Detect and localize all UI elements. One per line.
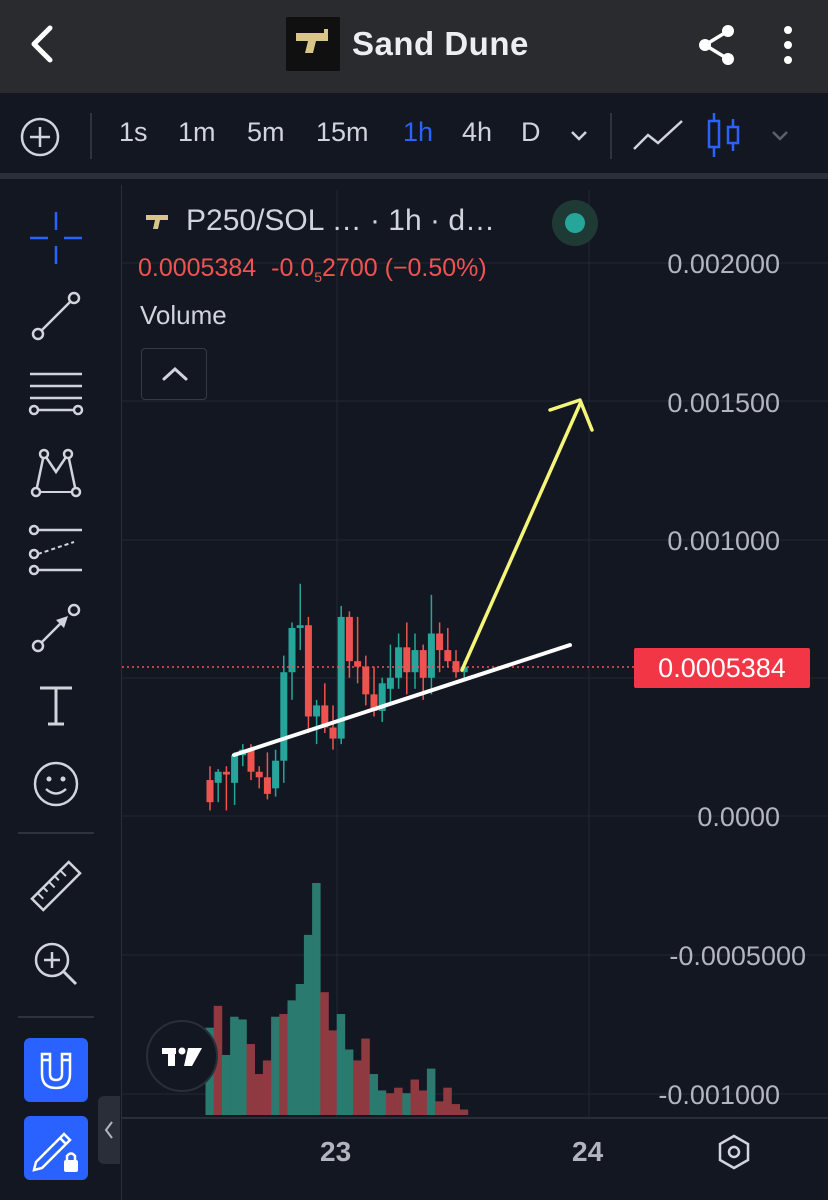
- price-axis-label: 0.0000: [697, 802, 780, 832]
- market-status-indicator[interactable]: [552, 200, 598, 246]
- candles-icon: [707, 113, 740, 157]
- candle-chart-type-button[interactable]: [704, 111, 744, 159]
- timeframe-5m[interactable]: 5m: [247, 117, 285, 147]
- time-axis-label: 24: [572, 1136, 604, 1167]
- price-axis-label: -0.001000: [658, 1080, 780, 1110]
- share-icon: [699, 25, 734, 65]
- chart-settings-button[interactable]: [712, 1130, 756, 1174]
- more-vertical-icon: [784, 26, 792, 64]
- fib-levels-icon: [28, 372, 84, 416]
- text-tool[interactable]: [24, 674, 88, 738]
- magnet-icon: [40, 1052, 72, 1090]
- toolbar-collapse-tab[interactable]: [98, 1096, 120, 1164]
- plus-circle-icon: [20, 117, 60, 157]
- lock-drawings-icon: [32, 1132, 78, 1172]
- pattern-tool[interactable]: [24, 440, 88, 504]
- crosshair-icon: [30, 212, 82, 264]
- divider: [90, 113, 92, 159]
- arrow-icon: [31, 603, 81, 653]
- chevron-up-icon: [162, 366, 188, 381]
- chevron-down-icon: [571, 131, 587, 141]
- timeframe-bar: 1s 1m 5m 15m 1h 4h D: [0, 93, 828, 179]
- price-axis-label: 0.001500: [667, 388, 780, 418]
- price-axis-label: 0.002000: [667, 249, 780, 279]
- line-chart-icon: [633, 120, 683, 150]
- emoji-tool[interactable]: [24, 752, 88, 816]
- trend-line-tool[interactable]: [24, 284, 88, 348]
- tradingview-logo-icon: [162, 1047, 202, 1066]
- back-button[interactable]: [22, 22, 66, 66]
- line-chart-type-button[interactable]: [632, 115, 684, 155]
- token-title: Sand Dune: [286, 17, 529, 71]
- emoji-icon: [33, 761, 79, 807]
- last-price: 0.0005384: [138, 254, 257, 282]
- price-change: -0.052700 (−0.50%): [271, 254, 487, 285]
- token-logo: [286, 17, 340, 71]
- trend-line-icon: [31, 291, 81, 341]
- lock-drawings-tool[interactable]: [24, 1116, 88, 1180]
- ruler-icon: [30, 860, 82, 912]
- divider: [18, 832, 94, 834]
- chevron-down-icon: [772, 131, 788, 141]
- legend-collapse-button[interactable]: [141, 348, 207, 400]
- crosshair-tool[interactable]: [24, 206, 88, 270]
- symbol-logo: [142, 206, 174, 238]
- forecast-icon: [28, 524, 82, 576]
- price-axis-label: 0.001000: [667, 526, 780, 556]
- pattern-icon: [30, 448, 82, 498]
- volume-indicator-label[interactable]: Volume: [140, 300, 227, 330]
- settings-hexagon-icon: [718, 1134, 750, 1170]
- text-icon: [40, 686, 72, 726]
- status-dot-icon: [565, 213, 585, 233]
- price-axis-label: -0.0005000: [669, 941, 806, 971]
- time-axis-label: 23: [320, 1136, 352, 1167]
- share-button[interactable]: [694, 22, 740, 68]
- price-change-legend: 0.0005384 -0.052700 (−0.50%): [138, 254, 487, 285]
- forecast-tool[interactable]: [24, 518, 88, 582]
- timeframe-1m[interactable]: 1m: [178, 117, 216, 147]
- divider: [18, 1016, 94, 1018]
- chevron-left-icon: [31, 25, 53, 63]
- chart-panel[interactable]: [121, 185, 828, 1200]
- timeframe-1h[interactable]: 1h: [403, 117, 434, 147]
- page-title: Sand Dune: [352, 25, 529, 62]
- more-button[interactable]: [770, 22, 806, 68]
- zoom-in-tool[interactable]: [24, 932, 88, 996]
- timeframe-4h[interactable]: 4h: [462, 117, 493, 147]
- timeframe-dropdown[interactable]: [567, 123, 591, 147]
- divider: [610, 113, 612, 159]
- top-bar: Sand Dune: [0, 0, 828, 93]
- timeframe-15m[interactable]: 15m: [316, 117, 369, 147]
- timeframe-d[interactable]: D: [521, 117, 541, 147]
- fib-levels-tool[interactable]: [24, 362, 88, 426]
- tradingview-logo[interactable]: [146, 1020, 218, 1092]
- chevron-left-icon: [104, 1121, 113, 1139]
- arrow-tool[interactable]: [24, 596, 88, 660]
- symbol-legend[interactable]: P250/SOL … · 1h · d…: [186, 204, 496, 237]
- chart-type-dropdown[interactable]: [768, 123, 792, 147]
- current-price-tag: 0.0005384: [634, 648, 810, 688]
- timeframe-1s[interactable]: 1s: [119, 117, 148, 147]
- add-indicator-button[interactable]: [18, 115, 62, 159]
- zoom-in-icon: [34, 942, 78, 986]
- magnet-tool[interactable]: [24, 1038, 88, 1102]
- ruler-tool[interactable]: [24, 854, 88, 918]
